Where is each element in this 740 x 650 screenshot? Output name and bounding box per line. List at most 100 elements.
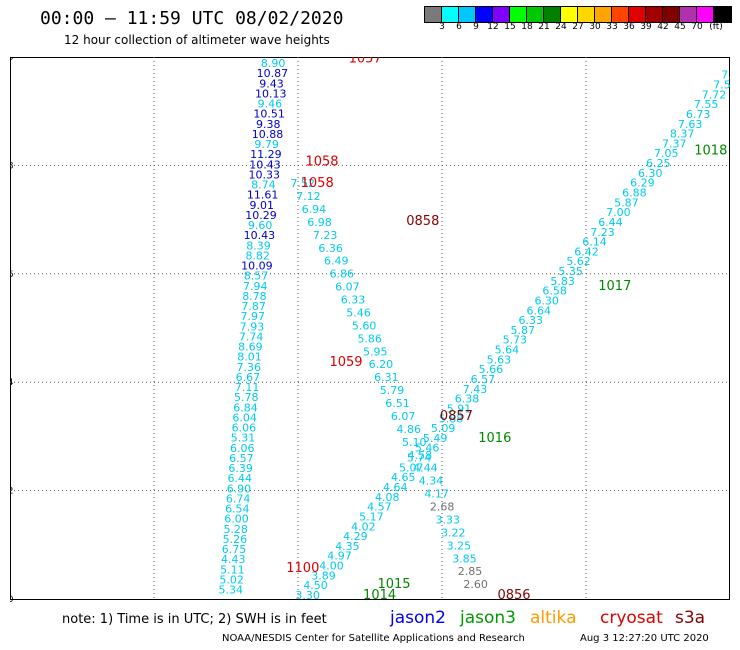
wave-height-label: 6.86 xyxy=(330,268,355,281)
wave-height-label: 8.82 xyxy=(245,249,270,262)
color-scale-label: 18 xyxy=(521,22,533,32)
wave-height-label: 6.75 xyxy=(222,543,247,556)
wave-height-label: 4.97 xyxy=(327,550,352,563)
wave-height-label: 2.68 xyxy=(430,501,455,514)
wave-height-label: 7.12 xyxy=(296,190,321,203)
wave-height-label: 5.64 xyxy=(495,344,520,357)
wave-height-label: 5.34 xyxy=(219,584,244,597)
wave-height-label: 5.95 xyxy=(363,345,388,358)
wave-height-label: 9.01 xyxy=(250,199,275,212)
wave-height-label: 8.57 xyxy=(244,270,269,283)
legend-jason2: jason2 xyxy=(390,608,446,628)
wave-height-label: 4.00 xyxy=(319,560,344,573)
wave-height-label: 5.31 xyxy=(231,432,256,445)
wave-height-label: 6.31 xyxy=(374,371,399,384)
wave-height-label: 5.74 xyxy=(407,452,432,465)
color-scale-swatch xyxy=(714,7,731,22)
wave-height-label: 8.74 xyxy=(251,179,276,192)
wave-height-label: 4.29 xyxy=(343,530,368,543)
wave-height-label: 4.02 xyxy=(351,520,376,533)
color-scale-label: 36 xyxy=(623,22,635,32)
color-scale-swatch xyxy=(476,7,493,22)
wave-height-label: 7.72 xyxy=(702,88,727,101)
wave-height-map: -180-177-174-171-168-1640424446485010.62… xyxy=(10,57,730,602)
color-scale-swatch xyxy=(561,7,578,22)
y-tick-label: 40 xyxy=(10,595,14,602)
wave-height-label: 3.30 xyxy=(295,589,320,602)
wave-height-label: 6.49 xyxy=(324,255,349,268)
wave-height-label: 8.39 xyxy=(246,239,271,252)
wave-height-label: 4.17 xyxy=(424,488,449,501)
wave-height-label: 4.86 xyxy=(396,423,421,436)
color-scale-label: 6 xyxy=(456,22,462,32)
pass-time-label: 1014 xyxy=(363,588,396,602)
color-scale-swatch xyxy=(544,7,561,22)
plot-frame xyxy=(10,57,730,600)
wave-height-label: 5.07 xyxy=(399,461,424,474)
wave-height-label: 6.20 xyxy=(369,358,394,371)
wave-height-label: 5.46 xyxy=(415,442,440,455)
wave-height-label: 4.50 xyxy=(303,579,328,592)
wave-height-label: 11.29 xyxy=(250,148,282,161)
wave-height-label: 5.49 xyxy=(423,432,448,445)
footer-note: note: 1) Time is in UTC; 2) SWH is in fe… xyxy=(62,612,327,627)
wave-height-label: 5.09 xyxy=(431,422,456,435)
wave-height-label: 5.02 xyxy=(219,573,244,586)
wave-height-label: 3.85 xyxy=(452,552,477,565)
wave-height-label: 6.33 xyxy=(519,314,544,327)
wave-height-label: 6.88 xyxy=(622,186,647,199)
pass-time-label: 1018 xyxy=(694,144,727,159)
wave-height-label: 6.30 xyxy=(638,167,663,180)
wave-height-label: 6.94 xyxy=(302,203,327,216)
y-tick-label: 50 xyxy=(10,57,14,63)
wave-height-label: 5.78 xyxy=(234,391,259,404)
wave-height-label: 5.60 xyxy=(352,319,377,332)
wave-height-label: 6.51 xyxy=(385,397,410,410)
wave-height-label: 9.60 xyxy=(248,219,273,232)
wave-height-label: 10.09 xyxy=(241,260,273,273)
wave-height-label: 4.08 xyxy=(375,491,400,504)
wave-height-label: 4.57 xyxy=(367,501,392,514)
color-scale-swatch xyxy=(680,7,697,22)
wave-height-label: 8.90 xyxy=(261,57,286,70)
color-scale-swatch xyxy=(629,7,646,22)
y-tick-label: 46 xyxy=(10,270,14,280)
wave-height-label: 10.43 xyxy=(244,229,276,242)
wave-height-label: 7.36 xyxy=(236,361,261,374)
wave-height-label: 7.23 xyxy=(313,229,338,242)
wave-height-label: 5.35 xyxy=(558,265,583,278)
pass-time-label: 0856 xyxy=(497,588,530,602)
wave-height-label: 5.46 xyxy=(346,306,371,319)
color-scale-label: 15 xyxy=(504,22,516,32)
credit-line: NOAA/NESDIS Center for Satellite Applica… xyxy=(222,633,525,644)
wave-height-label: 10.62 xyxy=(258,57,290,60)
wave-height-label: 10.29 xyxy=(245,209,277,222)
wave-height-label: 11.61 xyxy=(247,189,279,202)
wave-height-label: 7.5 xyxy=(721,69,730,82)
wave-height-label: 7.05 xyxy=(654,147,679,160)
wave-height-label: 7.52 xyxy=(291,177,316,190)
color-scale-swatch xyxy=(646,7,663,22)
color-scale-swatch xyxy=(442,7,459,22)
wave-height-label: 6.98 xyxy=(307,216,332,229)
wave-height-label: 3.33 xyxy=(435,513,460,526)
wave-height-label: 5.79 xyxy=(380,384,405,397)
wave-height-label: 6.00 xyxy=(224,513,249,526)
y-tick-label: 48 xyxy=(10,161,14,171)
wave-height-label: 7.93 xyxy=(240,320,265,333)
color-scale-bar xyxy=(424,6,732,23)
wave-height-label: 5.91 xyxy=(447,402,472,415)
color-scale-swatch xyxy=(578,7,595,22)
wave-height-label: 5.11 xyxy=(220,563,245,576)
wave-height-label: 9.79 xyxy=(254,138,279,151)
color-scale-swatch xyxy=(459,7,476,22)
wave-height-label: 6.54 xyxy=(225,503,250,516)
color-scale-swatch xyxy=(663,7,680,22)
wave-height-label: 5.17 xyxy=(359,510,384,523)
wave-height-label: 8.37 xyxy=(670,128,695,141)
wave-height-label: 6.42 xyxy=(574,245,599,258)
page-subtitle: 12 hour collection of altimeter wave hei… xyxy=(64,33,330,47)
wave-height-label: 5.66 xyxy=(479,363,504,376)
wave-height-label: 6.57 xyxy=(471,373,496,386)
wave-height-label: 3.89 xyxy=(311,569,336,582)
